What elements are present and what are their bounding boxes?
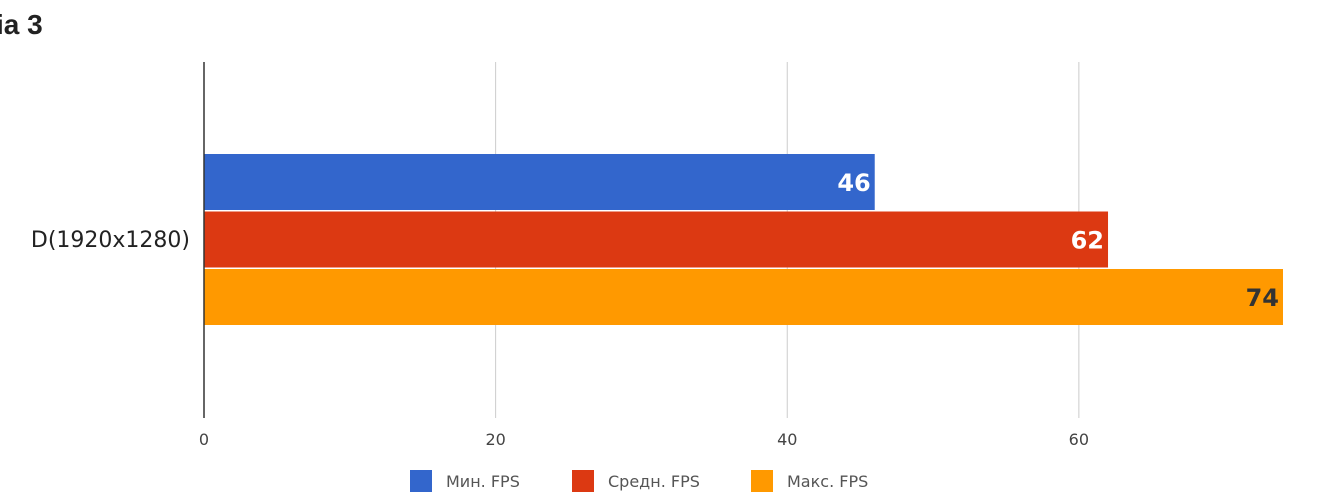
legend-swatch [751, 470, 773, 492]
bar-value-label-max: 74 [1246, 284, 1279, 312]
bar-avg-fps [204, 211, 1109, 268]
bars-group: 46 62 74 [204, 154, 1283, 325]
x-tick-labels: 0 20 40 60 [199, 430, 1089, 449]
legend-label: Мин. FPS [446, 472, 520, 491]
x-tick-label-0: 0 [199, 430, 209, 449]
legend-item-min: Мин. FPS [410, 470, 520, 492]
bar-min-fps [204, 154, 875, 210]
legend-item-max: Макс. FPS [751, 470, 868, 492]
legend-label: Макс. FPS [787, 472, 868, 491]
x-tick-label-40: 40 [777, 430, 797, 449]
bar-value-label-min: 46 [837, 169, 870, 197]
legend: Мин. FPS Средн. FPS Макс. FPS [410, 470, 868, 492]
category-label: D(1920x1280) [31, 228, 190, 253]
legend-swatch [572, 470, 594, 492]
bar-max-fps [204, 269, 1283, 325]
legend-label: Средн. FPS [608, 472, 700, 491]
chart-title: ia 3 [0, 9, 43, 40]
x-tick-label-20: 20 [485, 430, 505, 449]
bar-value-label-avg: 62 [1071, 227, 1104, 255]
legend-swatch [410, 470, 432, 492]
legend-item-avg: Средн. FPS [572, 470, 700, 492]
x-tick-label-60: 60 [1069, 430, 1089, 449]
category-labels: D(1920x1280) [31, 228, 190, 253]
